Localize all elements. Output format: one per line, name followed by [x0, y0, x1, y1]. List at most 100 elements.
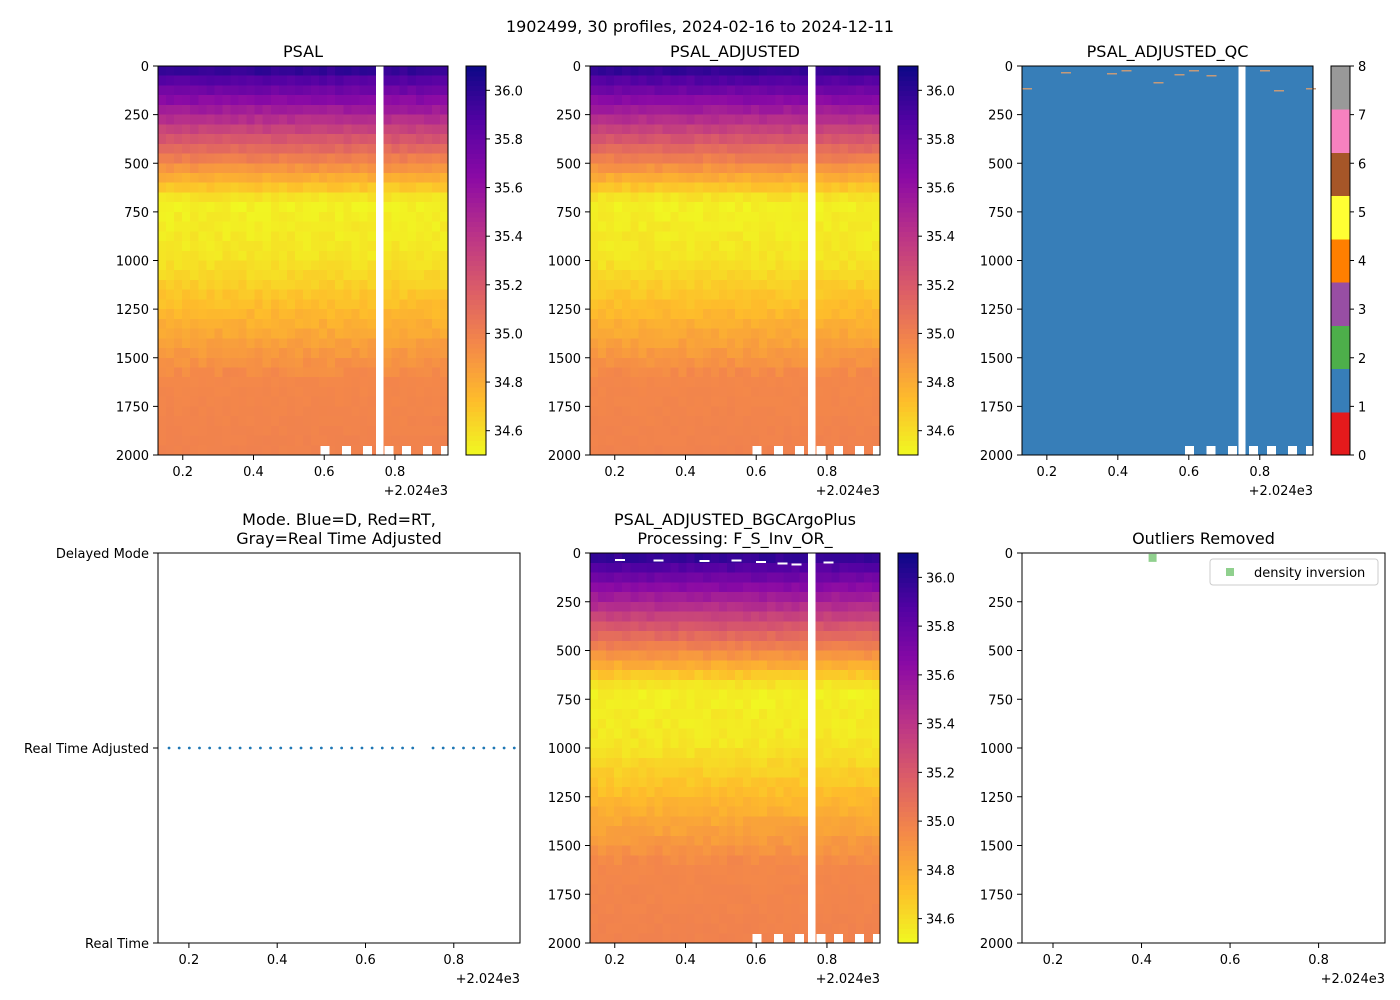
heatmap-cell: [351, 124, 360, 135]
heatmap-cell: [423, 124, 433, 135]
heatmap-cell: [158, 182, 167, 194]
heatmap-cell: [646, 884, 656, 895]
colorbar-segment: [898, 709, 918, 715]
heatmap-cell: [431, 299, 441, 310]
heatmap-cell: [686, 425, 696, 437]
heatmap-cell: [751, 279, 760, 291]
heatmap-cell: [815, 299, 825, 310]
heatmap-cell: [407, 435, 417, 446]
heatmap-cell: [702, 835, 712, 847]
heatmap-cell: [855, 855, 865, 866]
heatmap-cell: [678, 172, 688, 184]
heatmap-cell: [783, 425, 792, 437]
colorbar-segment: [898, 367, 918, 373]
heatmap-cell: [678, 134, 688, 145]
heatmap-cell: [431, 318, 441, 330]
heatmap-cell: [335, 211, 344, 223]
heatmap-cell: [383, 104, 393, 116]
heatmap-cell: [759, 367, 768, 378]
heatmap-cell: [678, 913, 688, 925]
heatmap-cell: [759, 611, 768, 622]
heatmap-cell: [670, 260, 680, 271]
heatmap-cell: [767, 699, 776, 710]
heatmap-cell: [614, 572, 623, 583]
heatmap-cell: [863, 348, 873, 359]
heatmap-cell: [622, 709, 631, 720]
heatmap-cell: [726, 767, 736, 778]
heatmap-cell: [815, 611, 825, 622]
heatmap-cell: [198, 425, 207, 437]
colorbar-segment: [466, 279, 486, 286]
heatmap-cell: [638, 611, 647, 622]
heatmap-cell: [823, 386, 833, 398]
heatmap-cell: [399, 172, 409, 184]
heatmap-cell: [823, 338, 833, 349]
heatmap-cell: [694, 75, 704, 87]
heatmap-cell: [759, 699, 768, 710]
heatmap-cell: [606, 172, 615, 184]
heatmap-cell: [751, 718, 760, 730]
heatmap-cell: [662, 396, 672, 407]
heatmap-cell: [351, 241, 360, 252]
colorbar-tick-label: 6: [1358, 157, 1366, 172]
heatmap-cell: [799, 75, 809, 87]
heatmap-cell: [871, 357, 881, 369]
heatmap-cell: [254, 299, 264, 310]
heatmap-cell: [383, 260, 393, 271]
heatmap-cell: [775, 904, 784, 915]
colorbar-tick-label: 35.6: [494, 182, 523, 197]
heatmap-cell: [799, 104, 809, 116]
heatmap-cell: [751, 192, 760, 203]
heatmap-cell: [823, 163, 833, 174]
heatmap-cell: [614, 396, 623, 407]
heatmap-cell: [726, 913, 736, 925]
heatmap-cell: [598, 425, 607, 437]
heatmap-cell: [871, 425, 881, 437]
heatmap-cell: [190, 318, 199, 330]
heatmap-cell: [815, 777, 825, 788]
heatmap-cell: [791, 709, 801, 720]
heatmap-cell: [751, 416, 760, 427]
heatmap-cell: [678, 640, 688, 652]
heatmap-cell: [823, 260, 833, 271]
heatmap-cell: [439, 143, 449, 155]
heatmap-cell: [791, 163, 801, 174]
heatmap-cell: [654, 660, 664, 671]
heatmap-cell: [654, 894, 664, 905]
missing-data-gap: [795, 446, 805, 455]
heatmap-cell: [654, 787, 664, 798]
heatmap-cell: [743, 709, 752, 720]
heatmap-cell: [415, 163, 425, 174]
heatmap-cell: [855, 738, 865, 749]
heatmap-cell: [270, 182, 280, 194]
heatmap-cell: [767, 367, 776, 378]
heatmap-cell: [431, 386, 441, 398]
heatmap-cell: [654, 592, 664, 603]
heatmap-cell: [710, 582, 720, 593]
heatmap-cell: [783, 386, 792, 398]
heatmap-cell: [863, 435, 873, 446]
heatmap-cell: [646, 923, 656, 934]
colorbar-segment: [898, 197, 918, 203]
heatmap-cell: [839, 933, 849, 944]
heatmap-cell: [327, 114, 336, 125]
heatmap-cell: [222, 231, 232, 242]
heatmap-cell: [174, 367, 183, 378]
heatmap-cell: [270, 192, 280, 203]
heatmap-cell: [847, 386, 857, 398]
heatmap-cell: [311, 182, 320, 194]
heatmap-cell: [399, 192, 409, 203]
heatmap-cell: [646, 396, 656, 407]
y-tick-label: 1750: [980, 400, 1013, 415]
heatmap-cell: [823, 348, 833, 359]
heatmap-cell: [831, 211, 841, 223]
heatmap-cell: [590, 670, 599, 681]
heatmap-cell: [751, 211, 760, 223]
heatmap-cell: [767, 631, 776, 642]
heatmap-cell: [823, 377, 833, 388]
heatmap-cell: [335, 357, 344, 369]
heatmap-cell: [759, 406, 768, 417]
heatmap-cell: [606, 75, 615, 87]
heatmap-cell: [606, 231, 615, 242]
heatmap-cell: [303, 211, 312, 223]
